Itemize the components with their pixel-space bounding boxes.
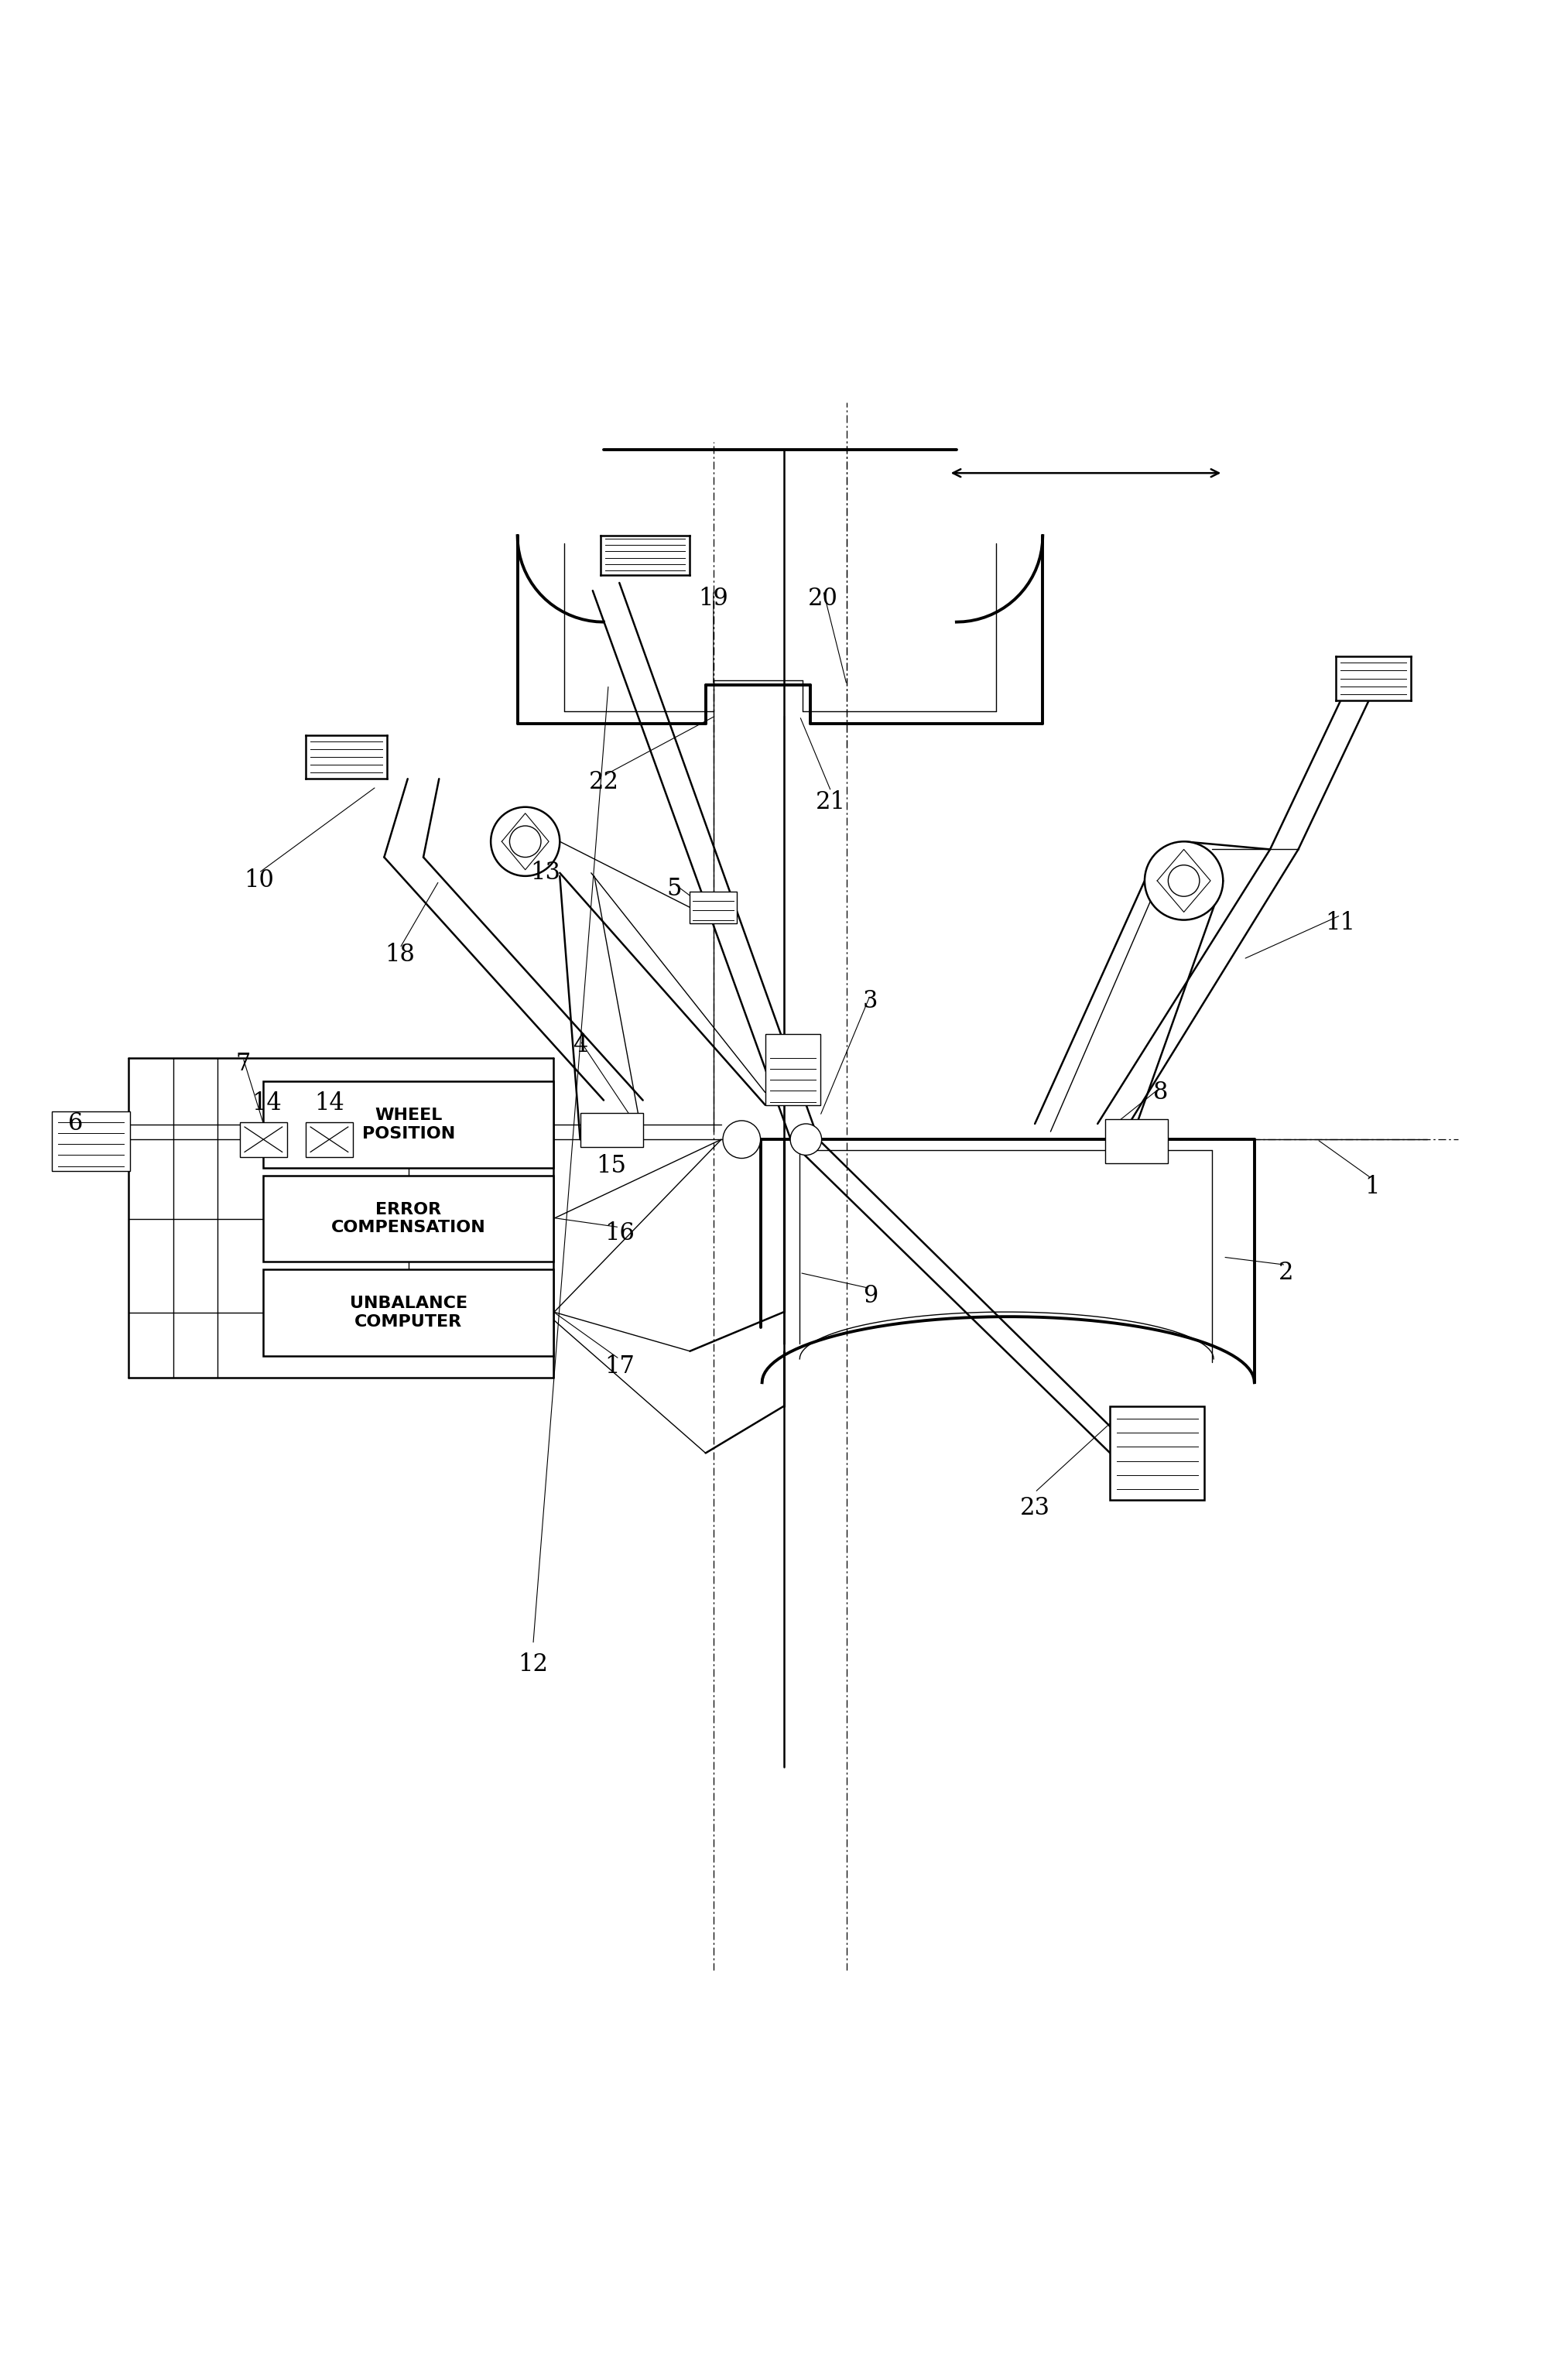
Text: 2: 2 [1278,1260,1294,1284]
Text: 6: 6 [67,1113,83,1137]
Text: 23: 23 [1019,1495,1051,1521]
Bar [690,892,737,923]
Text: 17: 17 [604,1355,635,1379]
Text: 4: 4 [572,1032,588,1058]
Text: 11: 11 [1325,911,1356,935]
Text: 21: 21 [815,790,847,814]
Bar [765,1035,820,1106]
Circle shape [790,1125,822,1156]
Text: UNBALANCE
COMPUTER: UNBALANCE COMPUTER [350,1296,467,1329]
Text: 3: 3 [862,990,878,1013]
Text: WHEEL
POSITION: WHEEL POSITION [362,1108,455,1141]
Circle shape [510,826,541,857]
Bar [1105,1120,1168,1163]
Circle shape [723,1120,760,1158]
Text: 14: 14 [314,1092,345,1115]
Text: 5: 5 [666,876,682,902]
Text: 18: 18 [384,942,416,966]
Circle shape [1145,842,1223,921]
Circle shape [491,807,560,876]
Text: 22: 22 [588,769,619,795]
Bar [240,1122,287,1156]
FancyBboxPatch shape [263,1175,554,1262]
FancyBboxPatch shape [263,1270,554,1355]
Text: 1: 1 [1364,1175,1380,1198]
Text: 15: 15 [596,1153,627,1177]
Text: ERROR
COMPENSATION: ERROR COMPENSATION [331,1203,486,1236]
Bar [306,1122,353,1156]
Text: 10: 10 [243,869,274,892]
Text: 7: 7 [235,1051,251,1077]
Text: 12: 12 [517,1652,549,1678]
Text: 8: 8 [1152,1080,1168,1103]
Bar [1110,1407,1204,1500]
Text: 9: 9 [862,1284,878,1308]
Polygon shape [306,736,387,778]
Bar [52,1111,130,1170]
Polygon shape [1336,657,1411,700]
Text: 14: 14 [251,1092,282,1115]
Text: 13: 13 [530,861,561,885]
FancyBboxPatch shape [263,1082,554,1168]
Text: 19: 19 [698,586,729,610]
Bar [580,1113,643,1146]
Text: 16: 16 [604,1222,635,1246]
Polygon shape [601,536,690,574]
Circle shape [1168,866,1200,897]
Text: 20: 20 [808,586,839,610]
